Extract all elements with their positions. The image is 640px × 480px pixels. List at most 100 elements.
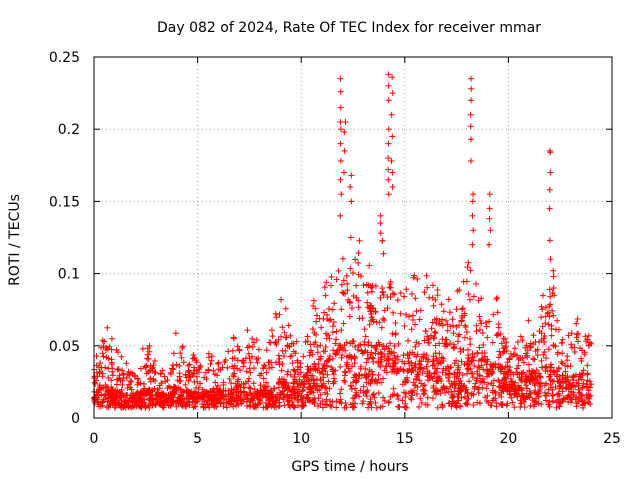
data-point [244,402,251,409]
data-point [263,347,270,354]
data-point [401,322,408,329]
data-point [335,267,342,274]
data-point [389,357,396,364]
data-point [492,388,499,395]
data-point [545,321,552,328]
data-point [448,364,455,371]
data-point [377,294,384,301]
data-point [125,403,132,410]
data-point [351,354,358,361]
data-point [430,358,437,365]
data-point [281,402,288,409]
data-point [385,140,392,147]
data-point [152,369,159,376]
data-point [434,287,441,294]
data-point [584,377,591,384]
data-point [517,376,524,383]
data-point [430,395,437,402]
y-tick-label: 0.2 [58,122,80,138]
data-point [334,347,341,354]
data-point [105,404,112,411]
data-point [220,393,227,400]
data-point [105,384,112,391]
data-point [276,399,283,406]
data-point [550,342,557,349]
data-point [328,403,335,410]
data-point [397,290,404,297]
data-point [470,357,477,364]
data-point [328,273,335,280]
data-point [357,365,364,372]
data-point [355,259,362,266]
data-point [513,365,520,372]
data-point [268,359,275,366]
data-point [169,365,176,372]
data-point [507,350,514,357]
data-point [538,401,545,408]
data-point [442,336,449,343]
data-point [438,301,445,308]
data-point [459,306,466,313]
data-point [373,319,380,326]
data-point [462,324,469,331]
data-point [477,400,484,407]
data-point [188,391,195,398]
data-point [380,375,387,382]
data-point [164,377,171,384]
data-point [92,380,99,387]
data-point [389,368,396,375]
data-point [471,353,478,360]
data-point [99,373,106,380]
data-point [390,385,397,392]
data-point [569,374,576,381]
data-point [109,387,116,394]
data-point [254,359,261,366]
data-point [388,157,395,164]
x-tick-labels: 0 5 10 15 20 25 [90,431,621,447]
data-point [276,361,283,368]
data-point [406,313,413,320]
data-point [145,356,152,363]
data-point [194,378,201,385]
data-point [474,386,481,393]
data-point [459,305,466,312]
data-point [401,293,408,300]
data-point [276,380,283,387]
data-point [431,389,438,396]
data-point [345,365,352,372]
data-point [439,401,446,408]
data-point [396,366,403,373]
data-point [333,404,340,411]
data-point [546,303,553,310]
data-point [346,368,353,375]
data-point [550,273,557,280]
data-point [381,397,388,404]
data-point [372,399,379,406]
data-point [385,155,392,162]
data-point [191,367,198,374]
data-point [402,311,409,318]
data-point [559,384,566,391]
data-point [298,398,305,405]
data-point [480,341,487,348]
data-point [260,404,267,411]
data-point [392,360,399,367]
data-point [509,381,516,388]
data-point [530,376,537,383]
data-point [364,355,371,362]
data-point [278,367,285,374]
data-point [466,361,473,368]
data-point [497,330,504,337]
data-point [249,343,256,350]
data-point [323,396,330,403]
data-point [368,354,375,361]
data-point [493,399,500,406]
data-point [494,294,501,301]
data-point [389,169,396,176]
data-point [97,360,104,367]
data-point [478,362,485,369]
data-point [314,343,321,350]
data-point [285,322,292,329]
data-point [342,347,349,354]
data-point [420,387,427,394]
